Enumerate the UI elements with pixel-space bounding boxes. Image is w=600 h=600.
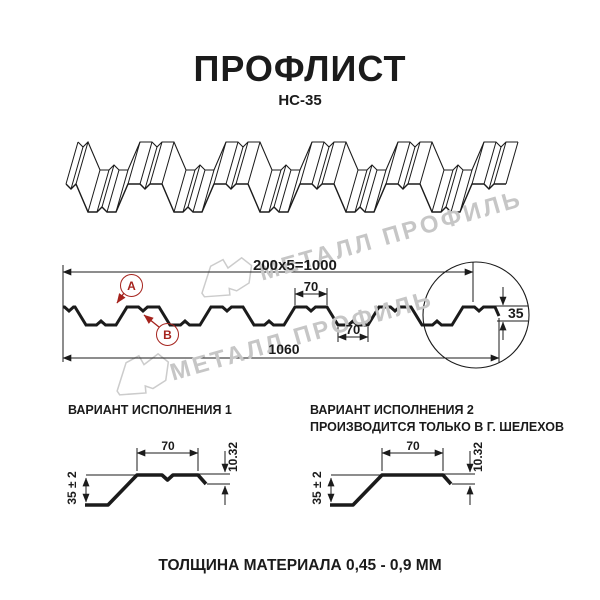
metall-profil-logo-icon bbox=[116, 353, 170, 396]
sheet-front-edge bbox=[65, 182, 506, 213]
variant2-dimensions bbox=[327, 448, 475, 505]
metall-profil-logo-icon bbox=[201, 257, 253, 298]
dim-useful-width-label: 1060 bbox=[268, 341, 300, 357]
sheet-depth-lines bbox=[65, 141, 519, 213]
variant2-heading-line2: ПРОИЗВОДИТСЯ ТОЛЬКО В Г. ШЕЛЕХОВ bbox=[310, 420, 565, 434]
variant1-dim-lip-label: 10.32 bbox=[226, 441, 240, 473]
variant2-dim-top-label: 70 bbox=[406, 439, 420, 453]
marker-a-label: А bbox=[127, 278, 136, 293]
variant2-profile bbox=[330, 473, 453, 507]
variant2-dim-lip-label: 10.32 bbox=[471, 441, 485, 473]
dim-total-pitch-label: 200x5=1000 bbox=[253, 257, 337, 274]
detail-circle bbox=[422, 261, 530, 369]
dim-top-flange-label: 70 bbox=[303, 279, 319, 294]
variant2-heading-line1: ВАРИАНТ ИСПОЛНЕНИЯ 2 bbox=[310, 403, 474, 417]
variant1-dim-height-label: 35 ± 2 bbox=[65, 471, 79, 505]
material-thickness-note: ТОЛЩИНА МАТЕРИАЛА 0,45 - 0,9 ММ bbox=[158, 557, 442, 574]
variant1-dimensions bbox=[82, 448, 230, 505]
cross-section-profile bbox=[63, 305, 501, 327]
dim-height-label: 35 bbox=[508, 305, 524, 321]
variant1-dim-top-label: 70 bbox=[161, 439, 175, 453]
profile-code: НС-35 bbox=[278, 92, 322, 109]
sheet-back-edge bbox=[77, 141, 518, 171]
marker-a: А bbox=[120, 274, 143, 297]
variant2-dim-height-label: 35 ± 2 bbox=[310, 471, 324, 505]
sheet-3d-drawing bbox=[65, 141, 519, 213]
section-dimensions bbox=[62, 261, 530, 369]
dim-bottom-flange-label: 70 bbox=[345, 322, 361, 337]
marker-leaders bbox=[116, 292, 160, 328]
page-title: ПРОФЛИСТ bbox=[193, 48, 407, 89]
marker-b: В bbox=[156, 323, 179, 346]
variant1-heading: ВАРИАНТ ИСПОЛНЕНИЯ 1 bbox=[68, 403, 232, 417]
variant1-profile bbox=[85, 473, 208, 507]
marker-b-label: В bbox=[163, 327, 172, 342]
